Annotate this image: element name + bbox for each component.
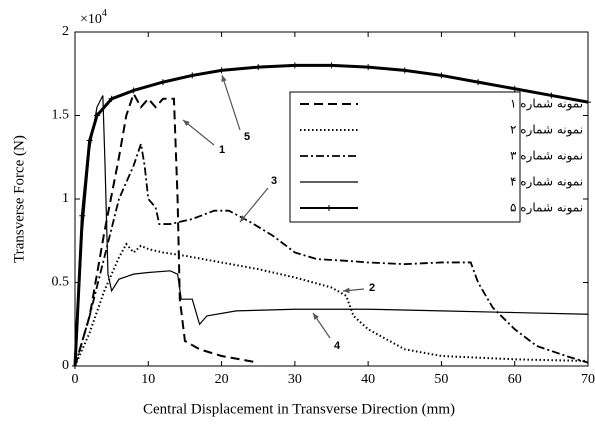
y-tick-label: 2: [62, 24, 69, 39]
legend-marker: [326, 205, 332, 211]
legend-label: نمونه شماره ۴: [510, 175, 583, 190]
x-tick-label: 40: [361, 372, 375, 387]
y-tick-label: 1: [62, 191, 69, 206]
legend-label: نمونه شماره ۲: [510, 123, 583, 138]
annotation-arrowhead: [343, 287, 350, 294]
x-tick-label: 20: [215, 372, 229, 387]
annotation-arrowhead: [313, 313, 319, 320]
series-line: [74, 91, 259, 367]
annotation-arrowhead: [221, 75, 227, 82]
annotation: 3: [271, 175, 277, 187]
annotation: 4: [334, 340, 341, 352]
annotation: 5: [244, 131, 250, 143]
x-tick-label: 50: [434, 372, 448, 387]
annotation: 1: [219, 144, 225, 156]
legend-box: [289, 91, 521, 223]
annotation: 2: [369, 282, 375, 294]
annotation-arrow: [239, 187, 269, 223]
annotation-arrowhead: [183, 120, 190, 127]
x-tick-label: 0: [72, 372, 79, 387]
annotation-arrowhead: [240, 215, 247, 222]
legend: نمونه شماره ۱ نمونه شماره ۲ نمونه شماره ۳ ن…: [289, 91, 583, 223]
multiplier-exponent: 4: [102, 8, 107, 19]
y-tick-label: 1.5: [52, 108, 70, 123]
x-tick-label: 30: [288, 372, 302, 387]
series-line: [72, 62, 591, 369]
x-tick-label: 60: [508, 372, 522, 387]
x-axis-label: Central Displacement in Transverse Direc…: [143, 401, 455, 417]
y-axis-label: Transverse Force (N): [11, 135, 27, 263]
y-tick-label: 0.5: [52, 275, 70, 290]
legend-label: نمونه شماره ۵: [510, 201, 583, 216]
y-multiplier: ×104: [80, 8, 107, 27]
annotation-arrow: [221, 74, 241, 131]
y-tick-label: 0: [62, 358, 69, 373]
x-tick-label: 10: [141, 372, 155, 387]
annotation-arrow: [182, 119, 215, 146]
legend-label: نمونه شماره ۳: [510, 149, 583, 164]
multiplier-base: ×10: [80, 12, 102, 27]
series-line: [74, 242, 589, 367]
x-tick-label: 70: [581, 372, 595, 387]
legend-label: نمونه شماره ۱: [510, 97, 583, 112]
